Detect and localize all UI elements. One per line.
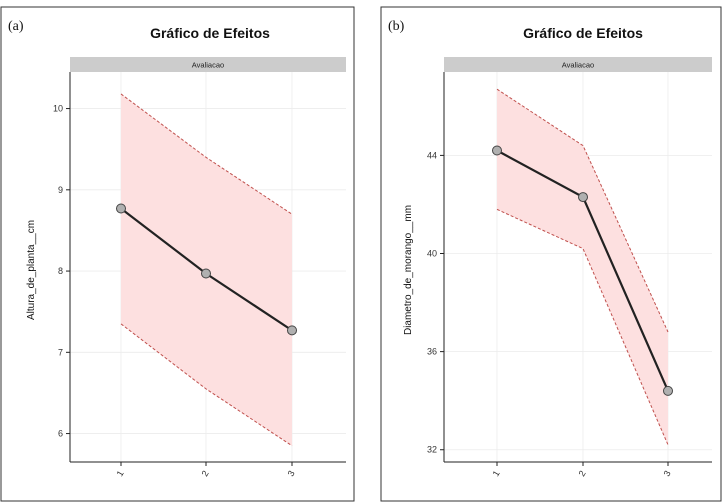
data-point xyxy=(492,145,502,156)
data-point xyxy=(201,268,211,279)
plot-area: 32 36 40 44 1 2 3 xyxy=(427,72,712,478)
chart-panel-a: (a) Gráfico de Efeitos Avaliacao Altura_… xyxy=(0,6,355,502)
y-tick-label: 7 xyxy=(58,347,63,357)
y-axis-label: Altura_de_planta__cm xyxy=(26,220,37,320)
data-point xyxy=(578,192,588,203)
y-tick-label: 32 xyxy=(427,445,437,455)
y-tick-label: 40 xyxy=(427,249,437,259)
panel-label: (b) xyxy=(388,19,405,34)
panel-label: (a) xyxy=(8,19,24,34)
chart-panel-b: (b) Gráfico de Efeitos Avaliacao Diametr… xyxy=(380,6,722,502)
x-tick-label: 2 xyxy=(200,469,211,478)
ci-lower-line xyxy=(496,208,669,446)
ci-upper-line xyxy=(496,88,669,333)
ci-upper-line xyxy=(120,93,293,215)
y-tick-label: 9 xyxy=(58,185,63,195)
data-point xyxy=(663,385,673,396)
y-axis-label: Diametro_de_morango__mm xyxy=(403,205,414,335)
chart-title: Gráfico de Efeitos xyxy=(523,25,643,41)
x-tick-label: 3 xyxy=(286,469,297,478)
chart-title: Gráfico de Efeitos xyxy=(150,25,270,41)
y-tick-label: 10 xyxy=(53,104,63,114)
data-point xyxy=(116,203,126,214)
y-tick-label: 6 xyxy=(58,429,63,439)
facet-strip xyxy=(70,57,346,72)
facet-strip-label: Avaliacao xyxy=(562,61,594,70)
x-tick-label: 1 xyxy=(115,469,126,478)
plot-area: 6 7 8 9 10 1 2 3 xyxy=(53,72,346,478)
facet-strip-label: Avaliacao xyxy=(192,61,224,70)
ci-lower-line xyxy=(120,323,293,447)
y-tick-label: 8 xyxy=(58,266,63,276)
x-tick-label: 2 xyxy=(577,469,588,478)
x-tick-label: 3 xyxy=(662,469,673,478)
y-tick-label: 44 xyxy=(427,150,437,160)
confidence-band xyxy=(497,89,668,445)
y-tick-label: 36 xyxy=(427,347,437,357)
x-tick-label: 1 xyxy=(491,469,502,478)
data-point xyxy=(287,325,297,336)
facet-strip xyxy=(444,57,712,72)
